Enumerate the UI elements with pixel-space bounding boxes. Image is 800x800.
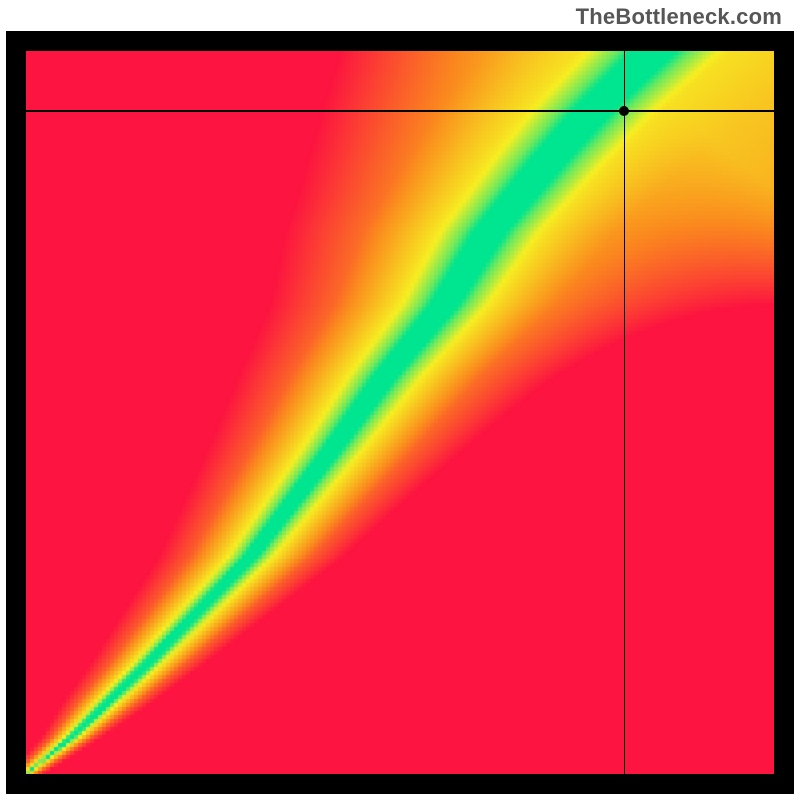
- watermark-text: TheBottleneck.com: [576, 4, 782, 30]
- crosshair-horizontal: [26, 110, 774, 112]
- bottleneck-heatmap: [26, 51, 774, 774]
- crosshair-vertical: [624, 51, 626, 774]
